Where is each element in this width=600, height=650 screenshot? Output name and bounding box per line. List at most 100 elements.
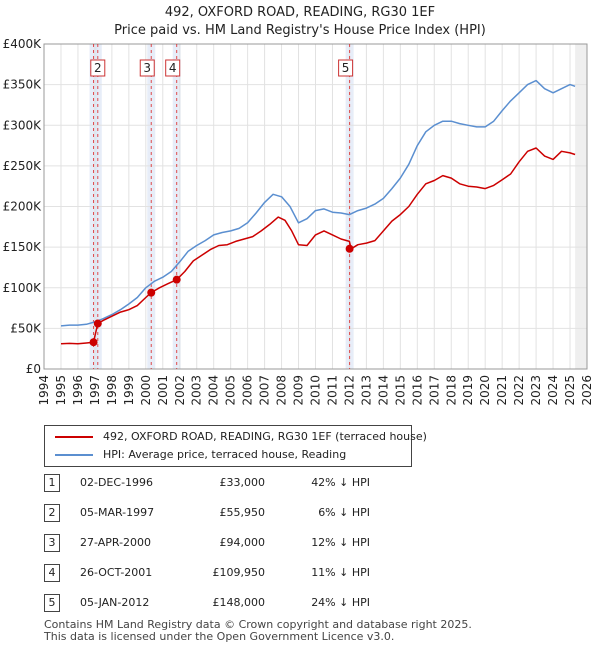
sale-hpi-diff: 6% ↓ HPI xyxy=(318,506,370,519)
sale-hpi-diff: 12% ↓ HPI xyxy=(311,536,370,549)
x-tick-label: 2014 xyxy=(376,375,390,406)
sale-number-badge: 3 xyxy=(44,534,60,552)
x-tick-label: 2026 xyxy=(580,375,594,406)
plot-frame xyxy=(43,43,588,370)
sale-marker-label-2: 2 xyxy=(94,61,102,75)
tick-labels: £0 £50K £100K £150K £200K £250K £300K £350K £400… xyxy=(3,37,594,406)
x-tick-label: 2008 xyxy=(275,375,289,406)
sale-row: 4 26-OCT-2001 £109,950 11% ↓ HPI xyxy=(0,564,600,584)
series-line-property xyxy=(60,147,576,345)
x-tick-label: 2018 xyxy=(444,375,458,406)
legend-label-hpi: HPI: Average price, terraced house, Read… xyxy=(103,448,347,461)
x-tick-label: 2001 xyxy=(156,375,170,406)
legend: 492, OXFORD ROAD, READING, RG30 1EF (ter… xyxy=(44,425,427,467)
price-chart: 2 3 4 5 £0 £50K £100K £150K £200K £250K £300K £350… xyxy=(3,37,594,406)
sale-date: 05-MAR-1997 xyxy=(80,506,155,519)
footer-line-2: This data is licensed under the Open Gov… xyxy=(44,630,395,643)
x-tick-label: 2003 xyxy=(190,375,204,406)
sale-lines xyxy=(93,44,351,369)
x-tick-label: 2024 xyxy=(546,375,560,406)
sale-marker-label-5: 5 xyxy=(342,61,350,75)
y-tick-label: £250K xyxy=(3,159,43,173)
sale-price: £109,950 xyxy=(212,566,266,579)
chart-subtitle: Price paid vs. HM Land Registry's House … xyxy=(114,23,486,38)
legend-swatch-hpi xyxy=(55,454,93,456)
sale-row: 2 05-MAR-1997 £55,950 6% ↓ HPI xyxy=(0,504,600,524)
sale-row: 3 27-APR-2000 £94,000 12% ↓ HPI xyxy=(0,534,600,554)
x-tick-label: 1995 xyxy=(54,375,68,406)
x-tick-label: 1994 xyxy=(37,375,51,406)
x-tick-label: 2011 xyxy=(325,375,339,406)
sale-point-3 xyxy=(147,288,156,297)
x-tick-label: 2002 xyxy=(173,375,187,406)
sale-hpi-diff: 42% ↓ HPI xyxy=(311,476,370,489)
sale-date: 27-APR-2000 xyxy=(80,536,152,549)
x-tick-label: 2016 xyxy=(410,375,424,406)
x-tick-label: 1996 xyxy=(71,375,85,406)
y-tick-label: £200K xyxy=(3,200,43,214)
x-tick-label: 2020 xyxy=(478,375,492,406)
y-tick-label: £350K xyxy=(3,78,43,92)
sale-number-badge: 5 xyxy=(44,594,60,612)
sale-hpi-diff: 11% ↓ HPI xyxy=(311,566,370,579)
sale-point-5 xyxy=(345,244,354,253)
sale-date: 02-DEC-1996 xyxy=(80,476,154,489)
sale-price: £94,000 xyxy=(219,536,266,549)
sale-marker-box-5 xyxy=(338,59,354,77)
x-tick-label: 1997 xyxy=(88,375,102,406)
x-tick-label: 2005 xyxy=(224,375,238,406)
x-tick-label: 2004 xyxy=(207,375,221,406)
grid xyxy=(43,43,588,370)
x-tick-label: 2021 xyxy=(495,375,509,406)
sale-marker-label-3: 3 xyxy=(143,61,151,75)
x-tick-label: 2022 xyxy=(512,375,526,406)
sale-price: £55,950 xyxy=(219,506,266,519)
x-tick-label: 2019 xyxy=(461,375,475,406)
footer: Contains HM Land Registry data © Crown c… xyxy=(44,619,584,643)
x-tick-label: 2023 xyxy=(529,375,543,406)
sale-price: £33,000 xyxy=(219,476,266,489)
x-tick-label: 2006 xyxy=(241,375,255,406)
sale-number-badge: 2 xyxy=(44,504,60,522)
sale-number-badge: 4 xyxy=(44,564,60,582)
legend-label-property: 492, OXFORD ROAD, READING, RG30 1EF (ter… xyxy=(103,430,427,443)
sale-marker-box-2 xyxy=(90,59,106,77)
x-tick-label: 1998 xyxy=(105,375,119,406)
sale-row: 1 02-DEC-1996 £33,000 42% ↓ HPI xyxy=(0,474,600,494)
sale-row: 5 05-JAN-2012 £148,000 24% ↓ HPI xyxy=(0,594,600,614)
sale-marker-label-4: 4 xyxy=(169,61,177,75)
sale-hpi-diff: 24% ↓ HPI xyxy=(311,596,370,609)
x-tick-label: 2015 xyxy=(393,375,407,406)
y-tick-label: £400K xyxy=(3,37,43,51)
sale-markers: 2 3 4 5 xyxy=(89,59,354,347)
y-tick-label: £0 xyxy=(26,362,41,376)
legend-swatch-property xyxy=(55,436,93,438)
y-tick-label: £150K xyxy=(3,240,43,254)
x-tick-label: 2025 xyxy=(563,375,577,406)
sale-point-2 xyxy=(93,319,102,328)
x-tick-label: 2017 xyxy=(427,375,441,406)
sale-date: 05-JAN-2012 xyxy=(80,596,150,609)
sale-point-4 xyxy=(172,275,181,284)
x-tick-label: 2013 xyxy=(359,375,373,406)
y-tick-label: £50K xyxy=(10,321,42,335)
series xyxy=(60,79,576,345)
x-tick-label: 2012 xyxy=(342,375,356,406)
sale-marker-box-3 xyxy=(139,59,155,77)
x-tick-label: 1999 xyxy=(122,375,136,406)
x-tick-label: 2010 xyxy=(309,375,323,406)
chart-title: 492, OXFORD ROAD, READING, RG30 1EF xyxy=(164,5,436,20)
x-tick-label: 2000 xyxy=(139,375,153,406)
sale-price: £148,000 xyxy=(212,596,266,609)
y-tick-label: £300K xyxy=(3,118,43,132)
axes xyxy=(43,43,588,370)
x-tick-label: 2009 xyxy=(292,375,306,406)
series-line-hpi xyxy=(60,79,576,327)
chart-title-block: 492, OXFORD ROAD, READING, RG30 1EF Pric… xyxy=(0,4,600,40)
sale-number-badge: 1 xyxy=(44,474,60,492)
x-tick-label: 2007 xyxy=(258,375,272,406)
y-tick-label: £100K xyxy=(3,281,43,295)
sale-marker-box-4 xyxy=(165,59,181,77)
footer-line-1: Contains HM Land Registry data © Crown c… xyxy=(44,618,472,631)
sale-date: 26-OCT-2001 xyxy=(80,566,153,579)
